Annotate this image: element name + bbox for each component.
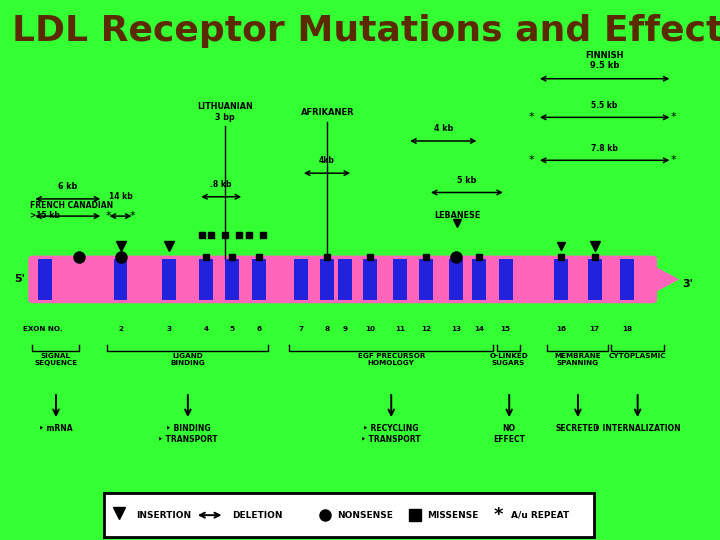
Text: *: * <box>528 156 534 165</box>
Bar <box>621 259 634 300</box>
Text: SIGNAL
SEQUENCE: SIGNAL SEQUENCE <box>34 354 77 367</box>
Bar <box>364 259 377 300</box>
Text: 14 kb: 14 kb <box>109 192 132 201</box>
Text: LDL Receptor Mutations and Effects: LDL Receptor Mutations and Effects <box>12 14 720 48</box>
Text: NONSENSE: NONSENSE <box>337 511 393 519</box>
Text: FRENCH CANADIAN
>15 kb: FRENCH CANADIAN >15 kb <box>30 201 114 220</box>
Text: 4kb: 4kb <box>319 157 335 165</box>
Text: 7.8 kb: 7.8 kb <box>591 144 618 153</box>
Text: *: * <box>494 506 503 524</box>
Bar <box>393 259 408 300</box>
Polygon shape <box>641 259 679 300</box>
Bar <box>225 259 239 300</box>
Text: 7: 7 <box>299 326 304 332</box>
Text: LEBANESE: LEBANESE <box>434 211 480 220</box>
Text: *: * <box>671 156 677 165</box>
Text: CYTOPLASMIC: CYTOPLASMIC <box>609 354 667 360</box>
Text: 13: 13 <box>451 326 461 332</box>
Text: FINNISH
9.5 kb: FINNISH 9.5 kb <box>585 51 624 70</box>
Text: SECRETED: SECRETED <box>556 424 600 433</box>
Text: LITHUANIAN
3 bp: LITHUANIAN 3 bp <box>197 102 253 122</box>
Text: LIGAND
BINDING: LIGAND BINDING <box>170 354 205 367</box>
Text: *: * <box>106 211 112 221</box>
Text: 6 kb: 6 kb <box>58 182 78 191</box>
Text: 5.5 kb: 5.5 kb <box>591 100 618 110</box>
Text: 3: 3 <box>166 326 171 332</box>
Text: DELETION: DELETION <box>232 511 282 519</box>
Bar <box>499 259 513 300</box>
Text: .8 kb: .8 kb <box>210 180 232 189</box>
Bar <box>253 259 266 300</box>
Text: 3': 3' <box>683 279 693 289</box>
Text: MEMBRANE
SPANNING: MEMBRANE SPANNING <box>554 354 601 367</box>
Text: 8: 8 <box>324 326 329 332</box>
Text: 11: 11 <box>395 326 405 332</box>
Bar <box>419 259 433 300</box>
Bar <box>338 259 351 300</box>
Text: EXON NO.: EXON NO. <box>23 326 63 332</box>
Bar <box>114 259 127 300</box>
Text: 10: 10 <box>366 326 375 332</box>
Bar <box>320 259 333 300</box>
Text: ‣ INTERNALIZATION: ‣ INTERNALIZATION <box>595 424 680 433</box>
Text: EGF PRECURSOR
HOMOLOGY: EGF PRECURSOR HOMOLOGY <box>358 354 425 367</box>
Bar <box>162 259 176 300</box>
Text: ‣ RECYCLING
‣ TRANSPORT: ‣ RECYCLING ‣ TRANSPORT <box>361 424 421 444</box>
Text: 5': 5' <box>14 274 25 285</box>
Text: ‣ mRNA: ‣ mRNA <box>39 424 73 433</box>
Text: MISSENSE: MISSENSE <box>428 511 479 519</box>
Bar <box>588 259 601 300</box>
Text: 18: 18 <box>622 326 632 332</box>
Text: AFRIKANER: AFRIKANER <box>300 109 354 117</box>
Text: 4: 4 <box>204 326 208 332</box>
Bar <box>199 259 213 300</box>
Bar <box>449 259 463 300</box>
Text: *: * <box>671 112 677 123</box>
Bar <box>472 259 486 300</box>
Text: *: * <box>528 112 534 123</box>
Text: INSERTION: INSERTION <box>136 511 192 519</box>
Text: O-LINKED
SUGARS: O-LINKED SUGARS <box>489 354 528 367</box>
Text: ‣ BINDING
‣ TRANSPORT: ‣ BINDING ‣ TRANSPORT <box>158 424 217 444</box>
Text: 5 kb: 5 kb <box>457 176 477 185</box>
Text: 14: 14 <box>474 326 485 332</box>
Text: NO
EFFECT: NO EFFECT <box>493 424 525 444</box>
Text: *: * <box>130 211 135 221</box>
Text: 17: 17 <box>590 326 600 332</box>
Text: 5: 5 <box>230 326 235 332</box>
Text: A/u REPEAT: A/u REPEAT <box>510 511 569 519</box>
FancyBboxPatch shape <box>28 255 657 303</box>
Bar <box>294 259 308 300</box>
Text: 12: 12 <box>421 326 431 332</box>
Text: 15: 15 <box>500 326 510 332</box>
Bar <box>554 259 568 300</box>
Text: 2: 2 <box>118 326 123 332</box>
Text: 4 kb: 4 kb <box>433 124 453 133</box>
Text: 16: 16 <box>557 326 567 332</box>
Text: 9: 9 <box>342 326 347 332</box>
Bar <box>38 259 52 300</box>
Text: 6: 6 <box>257 326 262 332</box>
